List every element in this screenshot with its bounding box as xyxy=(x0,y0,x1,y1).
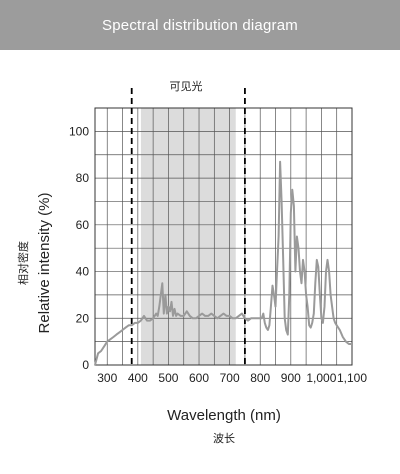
x-tick-label: 700 xyxy=(220,371,240,385)
page-title: Spectral distribution diagram xyxy=(102,16,298,34)
y-tick-label: 0 xyxy=(82,358,89,372)
region-label: 可见光 xyxy=(170,79,203,93)
y-tick-label: 80 xyxy=(76,171,90,185)
plot-frame xyxy=(94,107,353,366)
y-tick-label: 40 xyxy=(76,265,90,279)
x-tick-label: 400 xyxy=(128,371,148,385)
x-tick-label: 500 xyxy=(158,371,178,385)
visible-light-band xyxy=(140,108,236,365)
y-tick-label: 60 xyxy=(76,218,90,232)
x-tick-label: 900 xyxy=(281,371,301,385)
x-axis-title: Wavelength (nm) xyxy=(167,407,281,424)
y-axis-title: Relative intensity (%) xyxy=(36,193,53,334)
x-tick-label: 600 xyxy=(189,371,209,385)
spectral-chart: 0 20 40 60 80 100 300 400 500 600 700 800 900 1,000 1,… xyxy=(16,79,367,445)
x-tick-label: 1,000 xyxy=(306,371,336,385)
y-axis-title-cn: 相对密度 xyxy=(16,241,30,285)
y-tick-label: 20 xyxy=(76,311,90,325)
page-header: Spectral distribution diagram xyxy=(0,0,400,50)
x-tick-label: 1,100 xyxy=(337,371,367,385)
x-tick-label: 300 xyxy=(97,371,117,385)
x-tick-label: 800 xyxy=(250,371,270,385)
x-axis-title-cn: 波长 xyxy=(213,432,235,445)
y-tick-label: 100 xyxy=(69,124,89,138)
spectrum-line xyxy=(94,160,352,366)
